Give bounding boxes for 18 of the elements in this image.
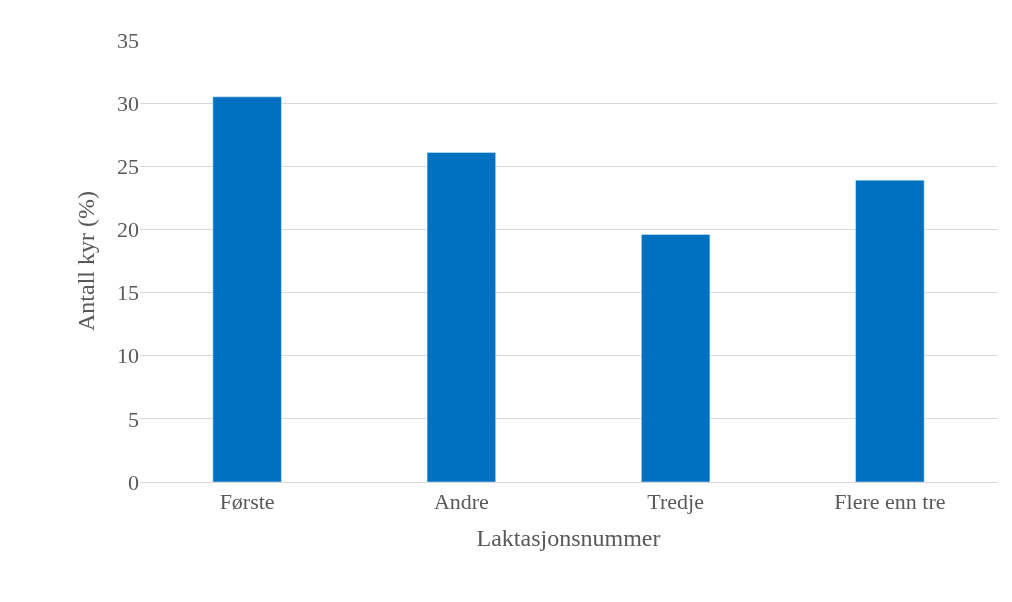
x-tick-label: Flere enn tre <box>834 489 946 515</box>
y-tick-label: 10 <box>117 343 139 369</box>
y-tick-label: 5 <box>128 406 139 432</box>
y-tick-label: 35 <box>117 27 139 53</box>
y-tick-label: 30 <box>117 90 139 116</box>
y-axis-title: Antall kyr (%) <box>73 191 100 331</box>
y-tick-label: 15 <box>117 280 139 306</box>
x-tick-label: Andre <box>433 489 489 515</box>
y-tick-label: 25 <box>117 153 139 179</box>
y-tick-label: 0 <box>128 469 139 495</box>
bar <box>855 179 925 482</box>
bar <box>641 234 711 482</box>
x-tick-label: Tredje <box>647 489 704 515</box>
x-tick-label: Første <box>219 489 275 515</box>
bar <box>212 96 282 482</box>
bar <box>426 152 496 482</box>
x-axis-title: Laktasjonsnummer <box>476 524 661 551</box>
y-tick-label: 20 <box>117 217 139 243</box>
